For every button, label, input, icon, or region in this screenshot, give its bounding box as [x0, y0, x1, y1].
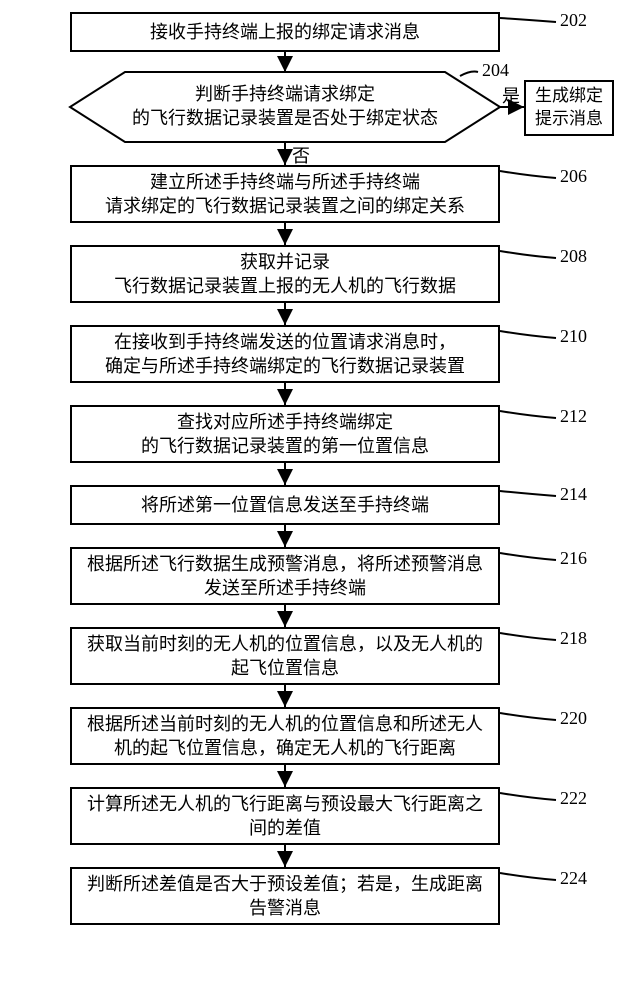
step-206-l1: 建立所述手持终端与所述手持终端 [150, 172, 420, 192]
step-202-text: 接收手持终端上报的绑定请求消息 [150, 20, 420, 44]
svg-text:202: 202 [560, 10, 587, 30]
decision-204: 判断手持终端请求绑定 的飞行数据记录装置是否处于绑定状态 [70, 72, 500, 142]
step-222: 计算所述无人机的飞行距离与预设最大飞行距离之 间的差值 [70, 787, 500, 845]
step-224-l2: 告警消息 [249, 898, 321, 918]
svg-text:206: 206 [560, 166, 587, 186]
svg-text:224: 224 [560, 868, 587, 888]
side-box-generate-hint: 生成绑定 提示消息 [524, 80, 614, 136]
side-box-text: 生成绑定 提示消息 [535, 85, 603, 131]
step-206-l2: 请求绑定的飞行数据记录装置之间的绑定关系 [105, 196, 465, 216]
svg-text:214: 214 [560, 484, 587, 504]
step-222-l1: 计算所述无人机的飞行距离与预设最大飞行距离之 [87, 794, 483, 814]
step-214: 将所述第一位置信息发送至手持终端 [70, 485, 500, 525]
step-212: 查找对应所述手持终端绑定 的飞行数据记录装置的第一位置信息 [70, 405, 500, 463]
step-222-l2: 间的差值 [249, 818, 321, 838]
decision-yes-label: 是 [502, 82, 520, 108]
step-202: 接收手持终端上报的绑定请求消息 [70, 12, 500, 52]
decision-line1: 判断手持终端请求绑定 [195, 84, 375, 104]
svg-text:212: 212 [560, 406, 587, 426]
step-214-text: 将所述第一位置信息发送至手持终端 [141, 493, 429, 517]
step-220-l1: 根据所述当前时刻的无人机的位置信息和所述无人 [87, 714, 483, 734]
svg-text:220: 220 [560, 708, 587, 728]
step-212-l1: 查找对应所述手持终端绑定 [177, 412, 393, 432]
decision-line2: 的飞行数据记录装置是否处于绑定状态 [132, 108, 438, 128]
svg-text:216: 216 [560, 548, 587, 568]
step-218-l1: 获取当前时刻的无人机的位置信息，以及无人机的 [87, 634, 483, 654]
step-216-l2: 发送至所述手持终端 [204, 578, 366, 598]
step-210-l2: 确定与所述手持终端绑定的飞行数据记录装置 [105, 356, 465, 376]
svg-text:208: 208 [560, 246, 587, 266]
flowchart-root: 202204206208210212214216218220222224 接收手… [0, 0, 624, 1000]
step-206: 建立所述手持终端与所述手持终端 请求绑定的飞行数据记录装置之间的绑定关系 [70, 165, 500, 223]
step-208-l2: 飞行数据记录装置上报的无人机的飞行数据 [114, 276, 456, 296]
step-216-l1: 根据所述飞行数据生成预警消息，将所述预警消息 [87, 554, 483, 574]
svg-text:222: 222 [560, 788, 587, 808]
svg-text:210: 210 [560, 326, 587, 346]
step-210: 在接收到手持终端发送的位置请求消息时， 确定与所述手持终端绑定的飞行数据记录装置 [70, 325, 500, 383]
step-218: 获取当前时刻的无人机的位置信息，以及无人机的 起飞位置信息 [70, 627, 500, 685]
step-224-l1: 判断所述差值是否大于预设差值；若是，生成距离 [87, 874, 483, 894]
step-212-l2: 的飞行数据记录装置的第一位置信息 [141, 436, 429, 456]
step-216: 根据所述飞行数据生成预警消息，将所述预警消息 发送至所述手持终端 [70, 547, 500, 605]
step-208-l1: 获取并记录 [240, 252, 330, 272]
step-224: 判断所述差值是否大于预设差值；若是，生成距离 告警消息 [70, 867, 500, 925]
svg-text:218: 218 [560, 628, 587, 648]
step-208: 获取并记录 飞行数据记录装置上报的无人机的飞行数据 [70, 245, 500, 303]
step-220-l2: 机的起飞位置信息，确定无人机的飞行距离 [114, 738, 456, 758]
step-210-l1: 在接收到手持终端发送的位置请求消息时， [114, 332, 456, 352]
step-220: 根据所述当前时刻的无人机的位置信息和所述无人 机的起飞位置信息，确定无人机的飞行… [70, 707, 500, 765]
step-218-l2: 起飞位置信息 [231, 658, 339, 678]
